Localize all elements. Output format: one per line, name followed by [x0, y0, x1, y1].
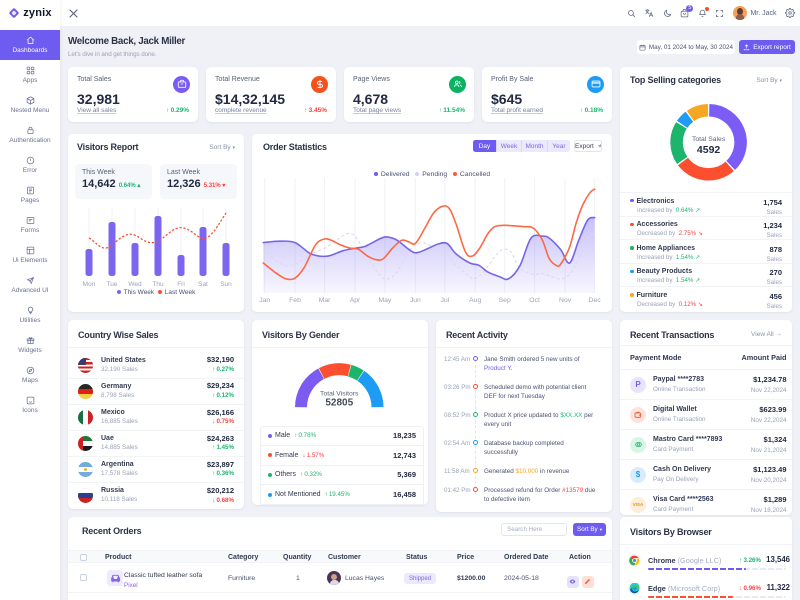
svg-text:Mon: Mon [83, 281, 96, 288]
svg-text:Feb: Feb [289, 297, 301, 304]
svg-text:4592: 4592 [697, 144, 721, 156]
svg-text:Wed: Wed [128, 281, 142, 288]
svg-text:Mar: Mar [319, 297, 331, 304]
svg-text:Total Visitors: Total Visitors [320, 391, 359, 398]
svg-text:Sun: Sun [220, 281, 232, 288]
svg-text:Apr: Apr [350, 297, 361, 304]
svg-text:Sat: Sat [198, 281, 208, 288]
svg-text:Thu: Thu [152, 281, 164, 288]
svg-text:Tue: Tue [107, 281, 118, 288]
svg-text:Aug: Aug [469, 297, 481, 304]
svg-text:Oct: Oct [529, 297, 540, 304]
svg-text:Sep: Sep [499, 297, 511, 304]
svg-text:Nov: Nov [559, 297, 572, 304]
svg-text:Jun: Jun [410, 297, 421, 304]
svg-text:Jan: Jan [259, 297, 270, 304]
svg-text:Total Sales: Total Sales [692, 136, 726, 143]
svg-text:Dec: Dec [589, 297, 602, 304]
svg-text:52805: 52805 [325, 398, 353, 409]
svg-text:Fri: Fri [177, 281, 185, 288]
svg-text:Jul: Jul [440, 297, 449, 304]
svg-text:May: May [378, 297, 391, 304]
